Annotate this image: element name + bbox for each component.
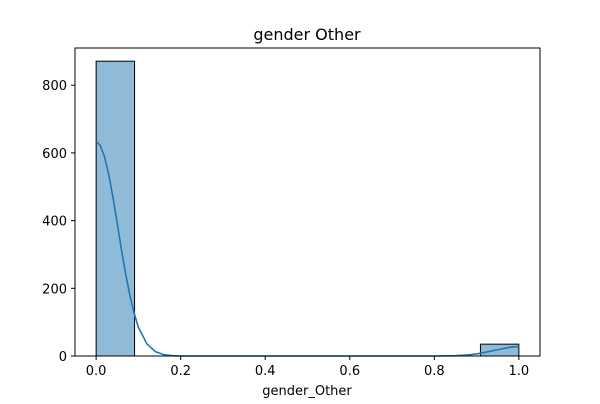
x-tick-label-0.6: 0.6 [339, 364, 360, 379]
x-tick-label-0.8: 0.8 [424, 364, 445, 379]
y-axis: 0 200 400 600 800 [42, 79, 75, 365]
x-tick-label-0.4: 0.4 [255, 364, 276, 379]
y-tick-label-0: 0 [59, 350, 67, 365]
chart-title: gender Other [253, 25, 361, 44]
x-axis: 0.0 0.2 0.4 0.6 0.8 1.0 [86, 356, 529, 379]
y-tick-label-800: 800 [42, 79, 67, 94]
kde-line [95, 140, 519, 357]
x-tick-label-0.0: 0.0 [86, 364, 107, 379]
x-axis-label: gender_Other [262, 384, 352, 399]
x-tick-label-1.0: 1.0 [509, 364, 530, 379]
y-tick-label-200: 200 [42, 282, 67, 297]
y-tick-label-600: 600 [42, 147, 67, 162]
y-tick-label-400: 400 [42, 215, 67, 230]
axes-frame [74, 47, 541, 357]
x-tick-label-0.2: 0.2 [170, 364, 191, 379]
plot-area [74, 47, 541, 357]
